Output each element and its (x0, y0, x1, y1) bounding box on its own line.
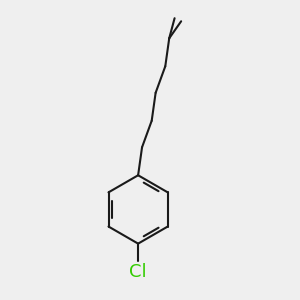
Text: Cl: Cl (129, 263, 147, 281)
